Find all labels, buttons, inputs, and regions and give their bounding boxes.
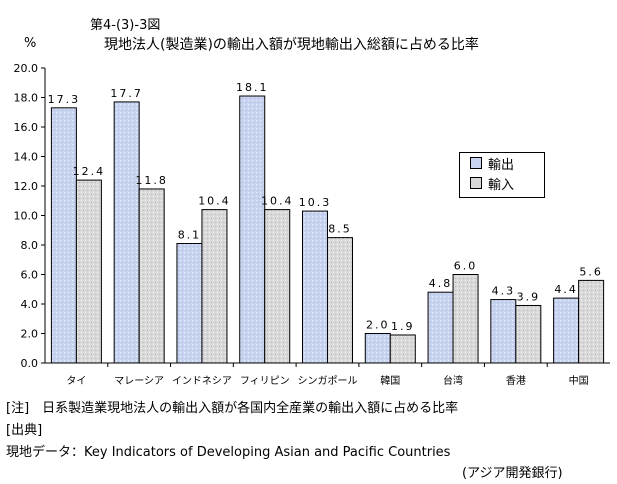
source-line: 現地データ：Key Indicators of Developing Asian… <box>6 445 451 460</box>
figure-number: 第4-(3)-3図 <box>90 18 161 33</box>
bar-value-label: 10.4 <box>261 195 294 208</box>
bar-chart: 0.02.04.06.08.010.012.014.016.018.020.0 … <box>14 62 610 387</box>
source-heading: [出典] <box>6 423 43 438</box>
y-tick-label: 16.0 <box>14 121 39 134</box>
bar-value-label: 4.8 <box>429 277 453 290</box>
x-category-label: 香港 <box>506 375 526 387</box>
bar-value-label: 10.4 <box>198 195 231 208</box>
bar-value-label: 12.4 <box>73 165 106 178</box>
y-tick-label: 4.0 <box>21 298 39 311</box>
bar-export <box>490 299 517 364</box>
y-tick-label: 12.0 <box>14 180 39 193</box>
x-category-label: 中国 <box>569 374 589 387</box>
bar-export <box>50 107 77 364</box>
bar-export <box>239 95 266 364</box>
chart-legend: 輸出 輸入 <box>459 152 545 198</box>
legend-item-import: 輸入 <box>460 173 544 193</box>
bar-import <box>515 304 542 364</box>
source-organization: (アジア開発銀行) <box>462 466 563 481</box>
bar-value-label: 8.1 <box>178 229 202 242</box>
x-category-label: 韓国 <box>380 375 400 387</box>
bar-import <box>327 237 353 364</box>
legend-label-export: 輸出 <box>488 157 515 173</box>
bar-value-label: 18.1 <box>236 81 269 94</box>
bar-value-label: 10.3 <box>299 196 332 209</box>
bar-value-label: 4.3 <box>492 285 516 298</box>
y-tick-label: 18.0 <box>14 92 39 105</box>
y-axis-unit: % <box>24 36 37 51</box>
legend-swatch-export <box>470 157 482 169</box>
y-tick-label: 14.0 <box>14 151 39 164</box>
bar-import <box>264 209 291 364</box>
legend-swatch-import <box>470 177 482 189</box>
bar-value-label: 17.3 <box>48 93 81 106</box>
bar-value-label: 1.9 <box>391 320 415 333</box>
bar-value-label: 5.6 <box>579 265 603 278</box>
bar-import <box>578 279 605 364</box>
y-tick-label: 20.0 <box>14 62 39 75</box>
y-tick-label: 8.0 <box>21 239 39 252</box>
bar-value-label: 8.5 <box>328 223 352 236</box>
note-line: [注] 日系製造業現地法人の輸出入額が各国内全産業の輸出入額に占める比率 <box>6 401 459 416</box>
bar-export <box>302 210 328 364</box>
notes-block: [注] 日系製造業現地法人の輸出入額が各国内全産業の輸出入額に占める比率 [出典… <box>6 398 458 464</box>
bar-value-label: 17.7 <box>110 87 143 100</box>
bar-export <box>553 297 580 364</box>
legend-label-import: 輸入 <box>488 177 515 193</box>
bar-value-label: 2.0 <box>366 319 390 332</box>
bar-import <box>75 179 102 364</box>
x-category-label: インドネシア <box>172 375 232 387</box>
x-category-label: タイ <box>66 375 86 387</box>
bar-import <box>389 334 416 364</box>
bar-export <box>427 291 454 364</box>
chart-title: 現地法人(製造業)の輸出入額が現地輸出入総額に占める比率 <box>104 37 479 53</box>
x-category-label: マレーシア <box>114 376 164 387</box>
bar-value-label: 4.4 <box>554 283 578 296</box>
y-tick-label: 2.0 <box>21 328 39 341</box>
bar-import <box>138 188 165 364</box>
bar-value-label: 3.9 <box>517 290 541 303</box>
bar-import <box>452 274 479 364</box>
bar-export <box>176 243 203 364</box>
bar-import <box>201 209 228 364</box>
bar-export <box>113 101 140 364</box>
bar-export <box>364 333 391 364</box>
y-tick-label: 10.0 <box>14 210 39 223</box>
bar-value-label: 6.0 <box>454 260 478 273</box>
legend-item-export: 輸出 <box>460 153 544 173</box>
x-category-label: 台湾 <box>443 374 463 387</box>
y-tick-label: 0.0 <box>21 357 39 370</box>
bar-value-label: 11.8 <box>135 174 168 187</box>
y-tick-label: 6.0 <box>21 269 39 282</box>
x-category-label: フィリピン <box>240 375 290 387</box>
x-category-label: シンガポール <box>298 375 358 387</box>
